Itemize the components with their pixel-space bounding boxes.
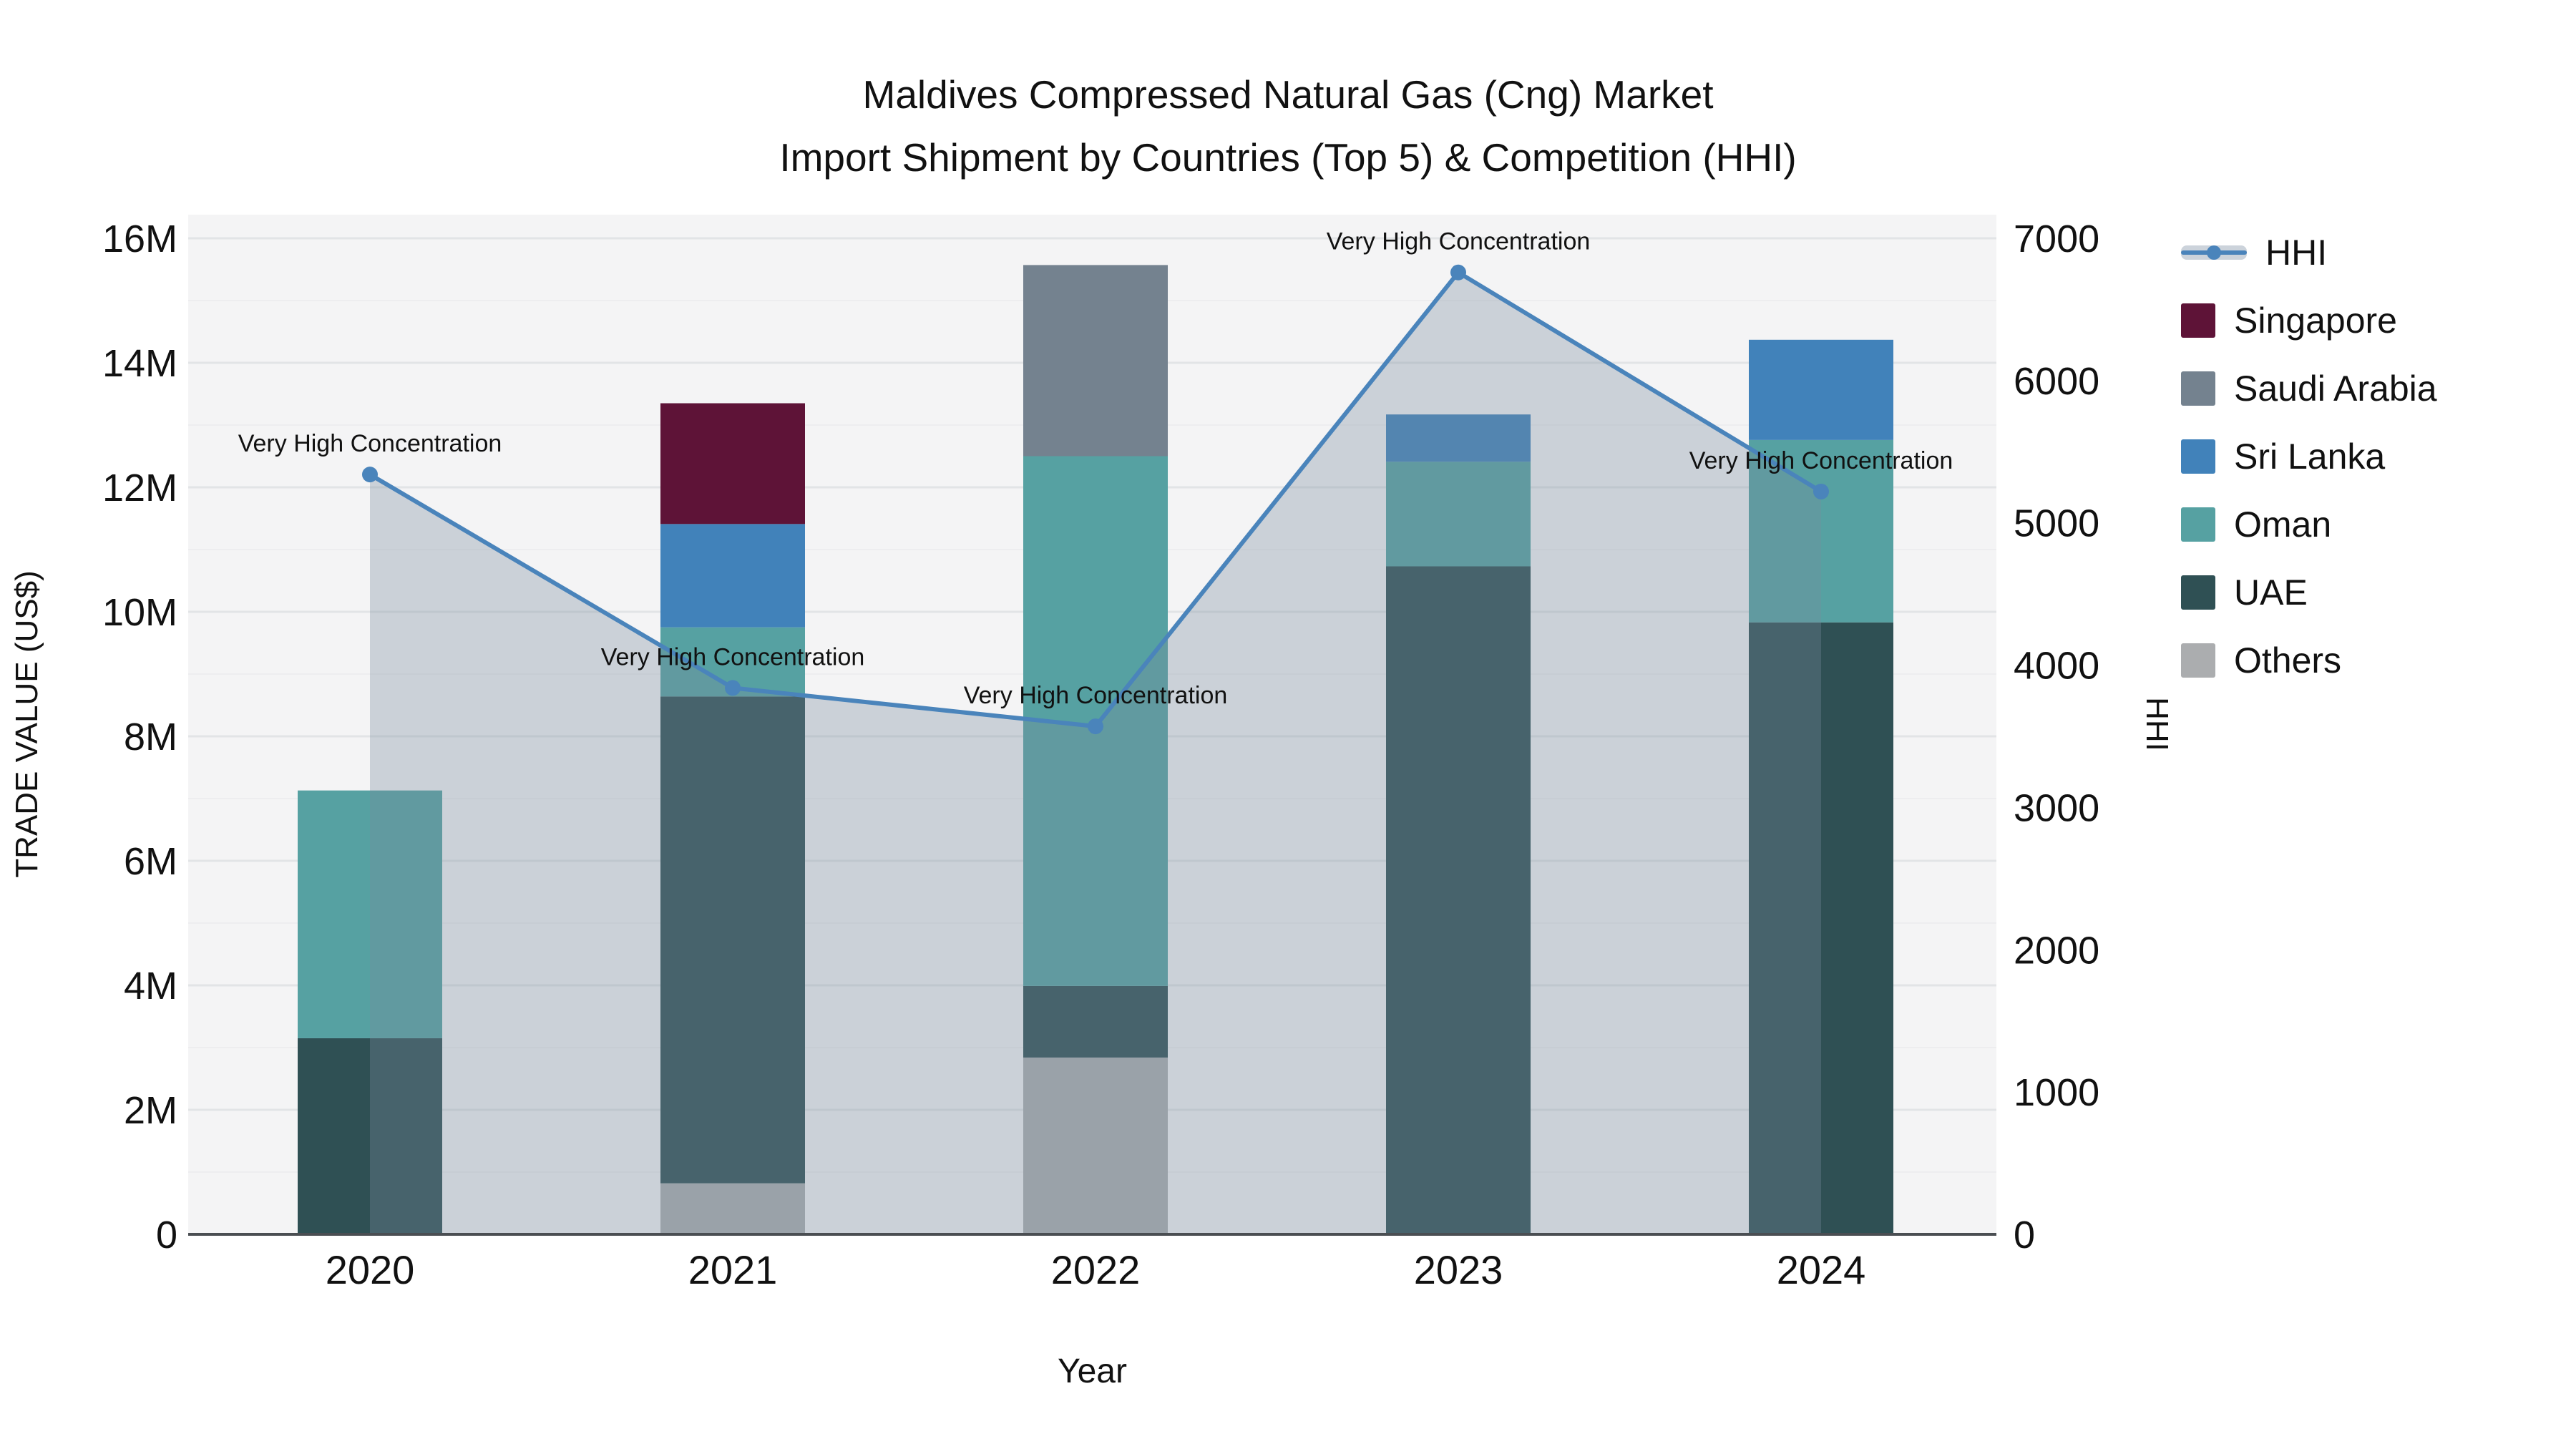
bar-segment-2024-uae	[1749, 622, 1893, 1234]
legend-swatch-oman	[2181, 507, 2215, 542]
hhi-marker	[1088, 718, 1103, 735]
bar-segment-2023-oman	[1386, 462, 1531, 567]
bar-segment-2022-uae	[1023, 985, 1168, 1058]
annotation-label: Very High Concentration	[238, 430, 502, 457]
legend-item-uae[interactable]: UAE	[2181, 570, 2437, 615]
legend-swatch-uae	[2181, 575, 2215, 610]
legend: HHI Singapore Saudi Arabia Sri Lanka Oman UAE…	[2181, 230, 2437, 683]
y-right-tick: 7000	[2014, 218, 2099, 260]
hhi-area	[370, 272, 1821, 1234]
y-left-tick: 10M	[102, 591, 177, 634]
x-axis-title: Year	[1058, 1352, 1127, 1390]
y-left-tick: 2M	[124, 1089, 177, 1132]
y-left-tick: 8M	[124, 716, 177, 758]
y-left-tick: 12M	[102, 467, 177, 509]
y-left-tick: 6M	[124, 840, 177, 883]
legend-label-others: Others	[2234, 640, 2342, 680]
bar-segment-2023-sri-lanka	[1386, 414, 1531, 462]
x-tick: 2023	[1414, 1247, 1503, 1292]
annotation-label: Very High Concentration	[601, 643, 865, 670]
bar-segment-2023-uae	[1386, 566, 1531, 1234]
legend-item-others[interactable]: Others	[2181, 638, 2437, 683]
bar-segment-2022-others	[1023, 1057, 1168, 1234]
y-right-tick: 6000	[2014, 360, 2099, 403]
x-tick: 2020	[326, 1247, 415, 1292]
bar-segment-2022-saudi-arabia	[1023, 265, 1168, 457]
y-right-tick: 5000	[2014, 502, 2099, 545]
legend-label-hhi: HHI	[2265, 233, 2328, 273]
bar-segment-2021-sri-lanka	[660, 524, 805, 628]
bar-segment-2024-sri-lanka	[1749, 339, 1893, 440]
y-left-tick: 14M	[102, 342, 177, 385]
bar-segment-2024-oman	[1749, 439, 1893, 623]
hhi-line-icon	[2181, 243, 2247, 262]
hhi-marker	[1450, 264, 1466, 280]
y-left-tick: 4M	[124, 965, 177, 1008]
x-tick: 2021	[688, 1247, 778, 1292]
bar-segment-2020-oman	[298, 790, 442, 1038]
y-right-tick: 4000	[2014, 645, 2099, 688]
hhi-marker-swatch	[2207, 245, 2221, 260]
chart-title: Maldives Compressed Natural Gas (Cng) Ma…	[0, 63, 2576, 189]
legend-item-oman[interactable]: Oman	[2181, 502, 2437, 547]
legend-swatch-saudi-arabia	[2181, 371, 2215, 406]
legend-item-saudi-arabia[interactable]: Saudi Arabia	[2181, 366, 2437, 411]
chart-title-line2: Import Shipment by Countries (Top 5) & C…	[779, 135, 1797, 180]
chart-title-line1: Maldives Compressed Natural Gas (Cng) Ma…	[862, 72, 1714, 117]
y-left-tick: 16M	[102, 218, 177, 260]
y-left-axis-title: TRADE VALUE (US$)	[9, 570, 44, 878]
legend-label-saudi-arabia: Saudi Arabia	[2234, 369, 2437, 409]
bar-segment-2021-uae	[660, 696, 805, 1184]
legend-swatch-singapore	[2181, 303, 2215, 338]
annotation-label: Very High Concentration	[1327, 228, 1591, 255]
x-tick: 2024	[1777, 1247, 1866, 1292]
legend-label-sri-lanka: Sri Lanka	[2234, 436, 2386, 477]
y-left-tick: 0	[156, 1214, 177, 1257]
y-right-tick: 3000	[2014, 786, 2099, 829]
legend-label-singapore: Singapore	[2234, 301, 2397, 341]
annotation-label: Very High Concentration	[964, 682, 1228, 709]
hhi-marker	[362, 467, 378, 483]
y-right-tick: 1000	[2014, 1071, 2099, 1114]
bar-segment-2021-others	[660, 1183, 805, 1234]
legend-item-sri-lanka[interactable]: Sri Lanka	[2181, 434, 2437, 479]
legend-swatch-others	[2181, 643, 2215, 678]
hhi-marker	[1813, 483, 1829, 499]
legend-item-singapore[interactable]: Singapore	[2181, 298, 2437, 343]
y-right-tick: 0	[2014, 1214, 2035, 1257]
legend-label-uae: UAE	[2234, 572, 2308, 613]
legend-swatch-sri-lanka	[2181, 439, 2215, 474]
x-tick: 2022	[1051, 1247, 1141, 1292]
annotation-label: Very High Concentration	[1689, 447, 1953, 474]
legend-item-hhi[interactable]: HHI	[2181, 230, 2437, 275]
y-right-axis-title: HHI	[2140, 697, 2175, 751]
bar-segment-2020-uae	[298, 1038, 442, 1234]
hhi-marker	[725, 680, 741, 696]
legend-label-oman: Oman	[2234, 504, 2332, 545]
bar-segment-2021-singapore	[660, 403, 805, 525]
y-right-tick: 2000	[2014, 929, 2099, 972]
